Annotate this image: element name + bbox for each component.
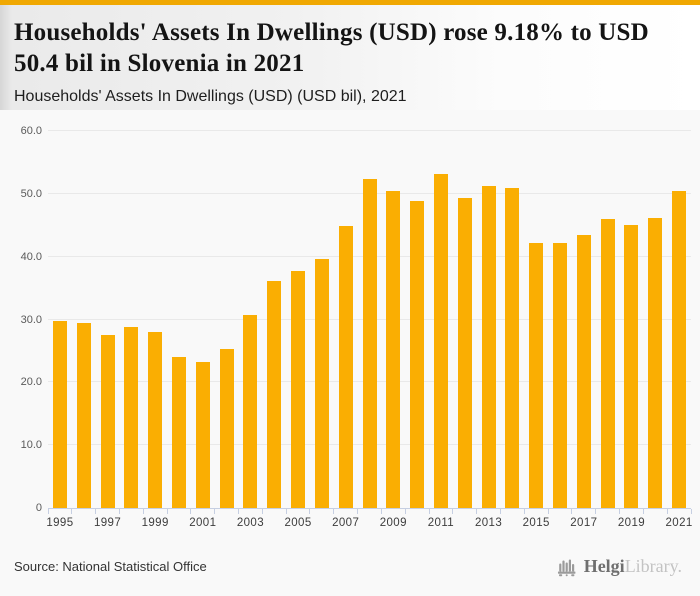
bar-2001 — [195, 361, 210, 508]
bar-2007 — [338, 225, 353, 508]
chart-header: Households' Assets In Dwellings (USD) ro… — [0, 5, 700, 110]
x-axis-tick — [571, 509, 573, 514]
source-text: Source: National Statistical Office — [14, 558, 207, 574]
x-axis-label: 2001 — [189, 517, 217, 529]
x-axis-tick — [666, 509, 668, 514]
x-axis-tick — [690, 509, 692, 514]
x-axis-tick — [476, 509, 478, 514]
x-axis-label: 1999 — [141, 517, 169, 529]
bar-2005 — [291, 271, 306, 508]
bar-2013 — [481, 186, 496, 508]
x-axis-tick — [166, 509, 168, 514]
x-axis-tick — [499, 509, 501, 514]
y-axis-label: 40.0 — [20, 250, 42, 263]
x-axis-tick — [238, 509, 240, 514]
plot-area — [48, 130, 691, 509]
bar-1998 — [124, 327, 139, 508]
page-subtitle: Households' Assets In Dwellings (USD) (U… — [14, 88, 407, 105]
bar-2014 — [505, 188, 520, 508]
x-axis-tick — [190, 509, 192, 514]
x-axis-label: 2015 — [522, 517, 550, 529]
bar-2009 — [386, 190, 401, 508]
top-accent-bar — [0, 0, 700, 5]
bar-1997 — [100, 335, 115, 508]
chart-footer: Source: National Statistical Office — [0, 540, 700, 596]
bar-2019 — [624, 225, 639, 508]
x-axis-tick — [428, 509, 430, 514]
x-axis-tick — [261, 509, 263, 514]
bar-1996 — [76, 323, 91, 508]
bar-2016 — [553, 242, 568, 508]
bar-1999 — [148, 332, 163, 508]
x-axis-tick — [523, 509, 525, 514]
bar-1995 — [52, 321, 67, 508]
page-title: Households' Assets In Dwellings (USD) ro… — [14, 19, 649, 77]
x-axis-tick — [333, 509, 335, 514]
bar-2012 — [457, 197, 472, 508]
x-axis-label: 2017 — [570, 517, 598, 529]
x-axis-tick — [309, 509, 311, 514]
helgilibrary-logo[interactable]: HelgiLibrary. — [555, 556, 682, 577]
y-axis-label: 60.0 — [20, 125, 42, 137]
bar-2004 — [267, 281, 282, 508]
logo-text-secondary: Library. — [624, 556, 682, 576]
bar-chart-logo-icon — [555, 556, 579, 577]
bar-2008 — [362, 179, 377, 508]
x-axis-label: 1995 — [46, 517, 74, 529]
x-axis-tick — [47, 509, 49, 514]
x-axis-tick — [142, 509, 144, 514]
bar-2002 — [219, 349, 234, 508]
x-axis-tick — [595, 509, 597, 514]
bar-2018 — [600, 218, 615, 508]
x-axis-label: 2007 — [332, 517, 360, 529]
x-axis-tick — [547, 509, 549, 514]
x-axis-label: 2013 — [474, 517, 503, 529]
logo-text-primary: Helgi — [583, 556, 625, 576]
bar-2000 — [171, 357, 186, 508]
x-axis-label: 2021 — [665, 517, 693, 529]
x-axis-label: 2011 — [427, 517, 455, 529]
x-axis-tick — [214, 509, 216, 514]
bar-2015 — [529, 242, 544, 508]
x-axis-tick — [118, 509, 120, 514]
y-axis-label: 0 — [35, 502, 42, 514]
bar-2011 — [433, 174, 448, 508]
y-axis-label: 10.0 — [20, 439, 42, 452]
x-axis-tick — [404, 509, 406, 514]
x-axis-tick — [71, 509, 73, 514]
x-axis-label: 1997 — [93, 517, 122, 529]
y-axis-label: 20.0 — [20, 376, 42, 389]
x-axis-tick — [642, 509, 644, 514]
x-axis-tick — [452, 509, 454, 514]
gridline — [48, 130, 691, 131]
y-axis-label: 50.0 — [20, 187, 42, 200]
bar-2003 — [243, 315, 258, 508]
bar-2017 — [576, 235, 591, 508]
x-axis-tick — [95, 509, 97, 514]
x-axis-label: 2019 — [617, 517, 646, 529]
x-axis-tick — [380, 509, 382, 514]
bar-2020 — [648, 217, 663, 508]
bar-2021 — [672, 191, 687, 508]
x-axis-label: 2005 — [284, 517, 312, 529]
x-axis-label: 2009 — [379, 517, 407, 529]
x-axis-tick — [285, 509, 287, 514]
y-axis-label: 30.0 — [20, 313, 42, 326]
x-axis-tick — [619, 509, 621, 514]
bar-2006 — [314, 259, 329, 508]
bar-chart: 0 10.0 20.0 30.0 40.0 50.0 60.0 1995 1997 1999 200… — [0, 110, 700, 540]
x-axis-label: 2003 — [236, 517, 265, 529]
bar-2010 — [410, 201, 425, 508]
x-axis-tick — [357, 509, 359, 514]
